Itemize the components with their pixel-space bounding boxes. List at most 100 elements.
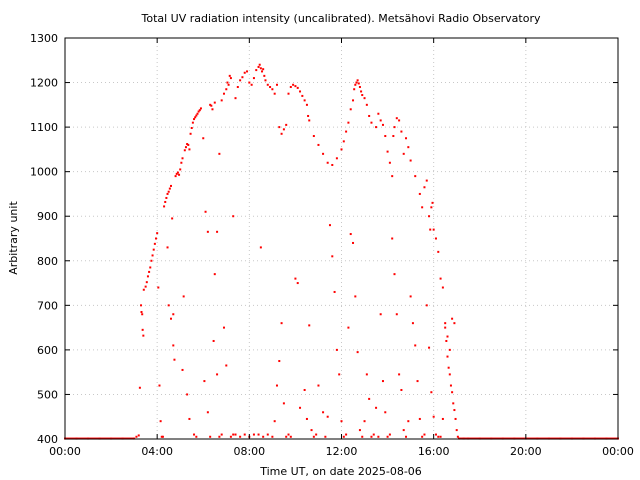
data-point (250, 83, 253, 86)
data-point (262, 435, 265, 438)
data-point (203, 380, 206, 383)
data-point (405, 137, 408, 140)
data-point (418, 417, 421, 420)
data-point (271, 435, 274, 438)
data-point (137, 434, 140, 437)
data-point (317, 384, 320, 387)
data-point (299, 406, 302, 409)
data-point (153, 242, 156, 245)
data-point (148, 270, 151, 273)
data-point (206, 230, 209, 233)
data-point (142, 334, 145, 337)
data-point (259, 67, 262, 70)
data-point (188, 148, 191, 151)
y-tick-label: 500 (37, 388, 58, 401)
data-point (227, 83, 230, 86)
data-point (294, 85, 297, 88)
data-point (421, 435, 424, 438)
data-point (340, 148, 343, 151)
data-point (324, 435, 327, 438)
data-point (365, 373, 368, 376)
y-tick-label: 400 (37, 433, 58, 446)
data-point (266, 83, 269, 86)
data-point (173, 358, 176, 361)
data-point (296, 282, 299, 285)
data-point (451, 317, 454, 320)
data-point (448, 373, 451, 376)
data-point (357, 82, 360, 85)
data-point (239, 79, 242, 82)
data-point (144, 285, 147, 288)
data-point (375, 126, 378, 129)
x-tick-label: 12:00 (326, 445, 358, 458)
data-point (273, 420, 276, 423)
data-point (423, 433, 426, 436)
data-point (285, 123, 288, 126)
data-point (328, 224, 331, 227)
data-point (354, 83, 357, 86)
data-point (453, 322, 456, 325)
data-point (439, 435, 442, 438)
data-point (213, 101, 216, 104)
data-point (176, 171, 179, 174)
data-point (209, 103, 212, 106)
data-point (262, 68, 265, 71)
data-point (209, 435, 212, 438)
data-point (155, 237, 158, 240)
data-point (190, 127, 193, 130)
data-point (398, 119, 401, 122)
data-point (425, 304, 428, 307)
data-point (391, 175, 394, 178)
x-tick-label: 08:00 (233, 445, 265, 458)
data-point (425, 179, 428, 182)
data-point (405, 435, 408, 438)
data-point (444, 326, 447, 329)
data-point (172, 313, 175, 316)
data-point (199, 107, 202, 110)
data-point (333, 290, 336, 293)
data-point (441, 286, 444, 289)
data-point (407, 420, 410, 423)
data-point (140, 311, 143, 314)
data-point (303, 388, 306, 391)
data-point (257, 65, 260, 68)
data-point (181, 157, 184, 160)
data-point (400, 130, 403, 133)
y-tick-label: 600 (37, 344, 58, 357)
data-point (356, 351, 359, 354)
data-point (158, 384, 161, 387)
data-point (428, 346, 431, 349)
data-point (421, 206, 424, 209)
data-point (393, 126, 396, 129)
data-point (347, 121, 350, 124)
data-point (370, 121, 373, 124)
data-point (263, 74, 266, 77)
data-point (416, 380, 419, 383)
data-point (189, 132, 192, 135)
data-point (229, 435, 232, 438)
data-point (402, 152, 405, 155)
data-point (232, 433, 235, 436)
data-point (392, 135, 395, 138)
data-point (430, 391, 433, 394)
data-point (287, 92, 290, 95)
data-point (368, 397, 371, 400)
data-point (391, 237, 394, 240)
data-point (434, 433, 437, 436)
y-axis-label: Arbitrary unit (7, 201, 20, 275)
data-point (354, 295, 357, 298)
data-point (358, 429, 361, 432)
data-point (252, 433, 255, 436)
data-point (216, 373, 219, 376)
data-point (386, 150, 389, 153)
data-point (342, 435, 345, 438)
data-point (135, 435, 138, 438)
data-point (331, 163, 334, 166)
data-point (159, 420, 162, 423)
data-point (368, 114, 371, 117)
data-point (280, 322, 283, 325)
data-point (434, 237, 437, 240)
data-point (140, 304, 143, 307)
data-point (407, 146, 410, 149)
